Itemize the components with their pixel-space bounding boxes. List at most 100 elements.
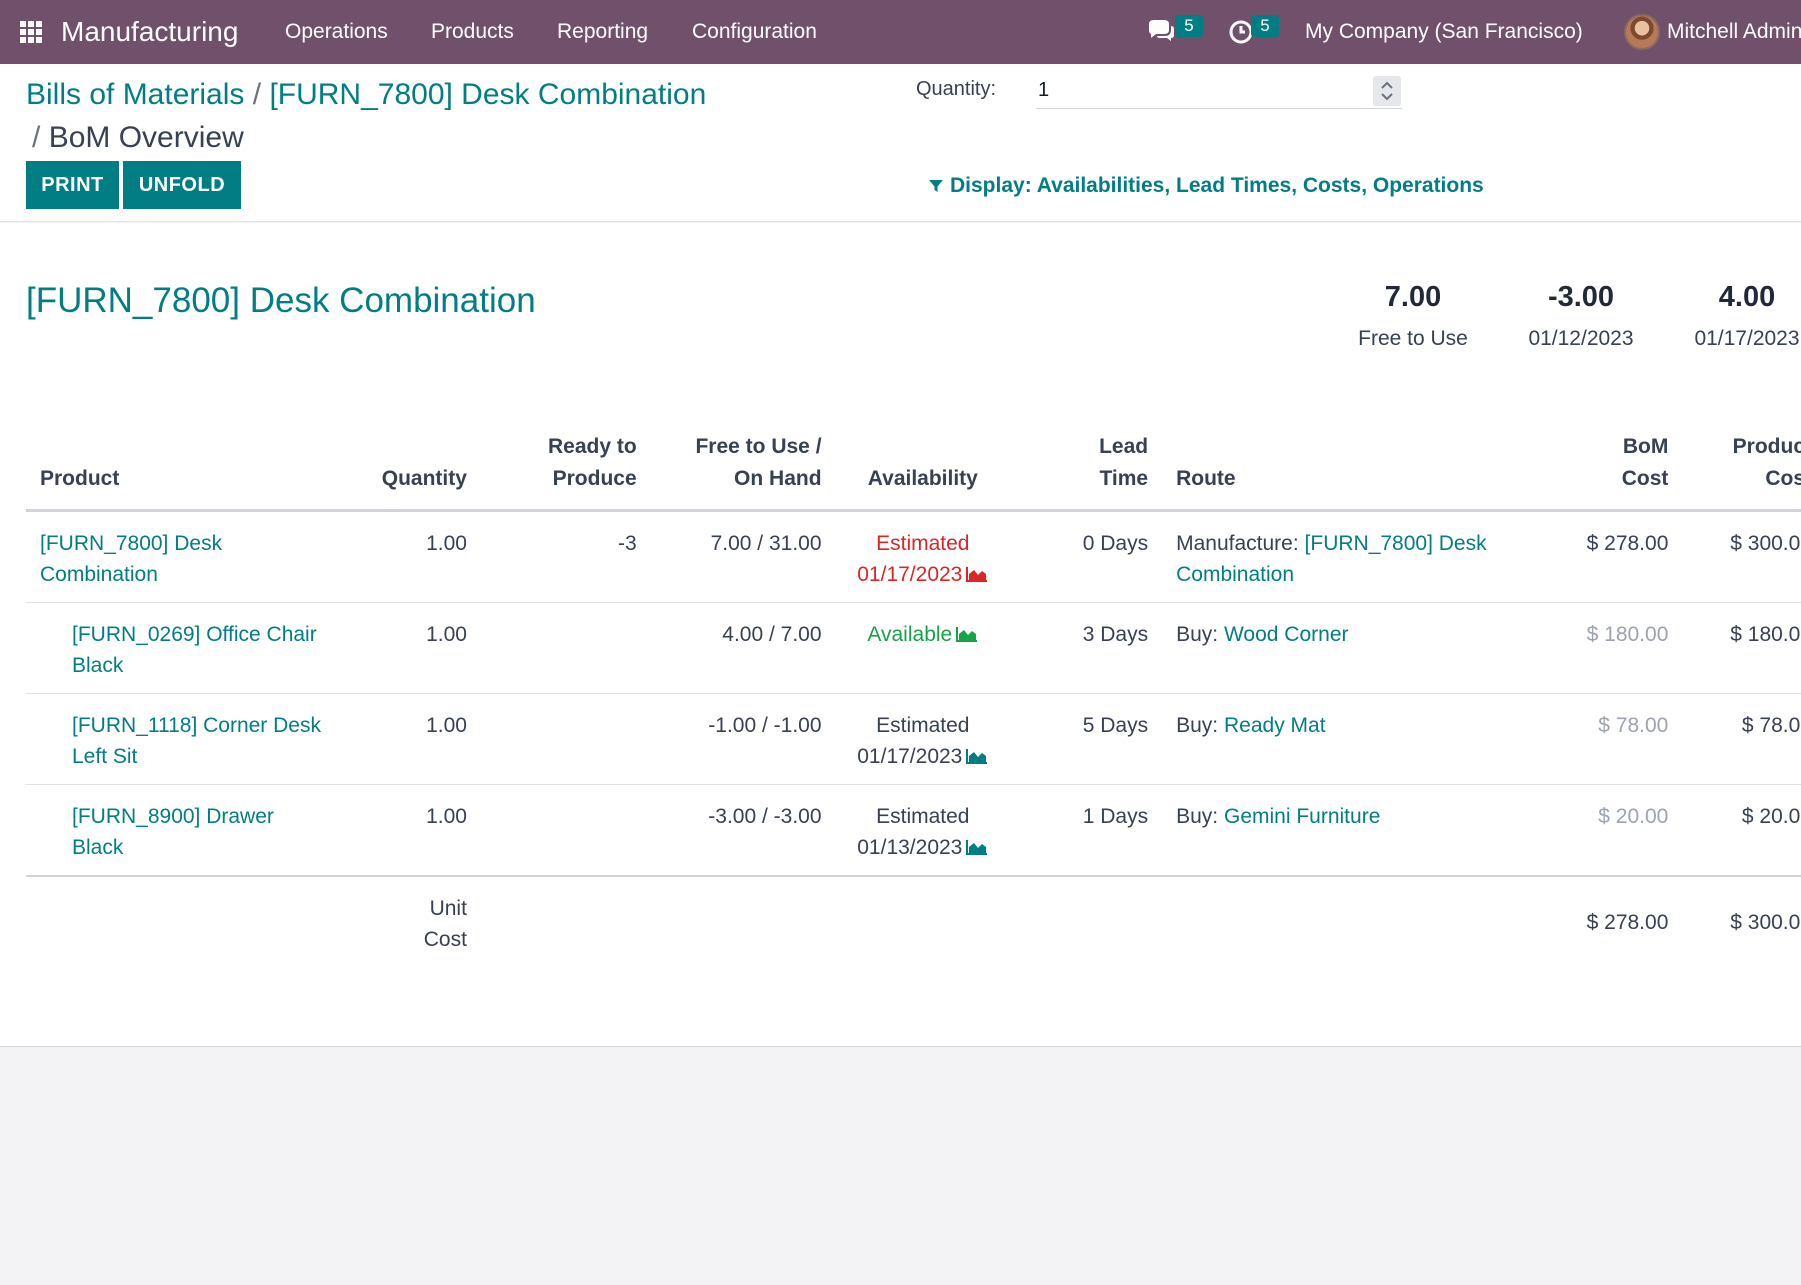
row-route: Buy: Ready Mat (1162, 693, 1532, 785)
route-link[interactable]: Ready Mat (1223, 714, 1326, 737)
row-route: Manufacture: [FURN_7800] Desk Combinatio… (1162, 510, 1532, 603)
row-ready-to-produce (480, 602, 651, 694)
header-route: Route (1162, 421, 1532, 512)
table-row: [FURN_8900] Drawer Black 1.00 -3.00 / -3… (26, 784, 1801, 877)
breadcrumb-product[interactable]: [FURN_7800] Desk Combination (269, 78, 707, 111)
table-row: [FURN_7800] Desk Combination 1.00 -3 7.0… (26, 510, 1801, 603)
area-chart-icon[interactable] (966, 839, 988, 855)
quantity-input[interactable] (1036, 73, 1402, 109)
row-ready-to-produce (480, 784, 651, 877)
bom-table: Product Quantity Ready to Produce Free to… (26, 421, 1801, 967)
row-lead-time: 5 Days (1010, 693, 1163, 785)
top-navbar: Manufacturing Operations Products Report… (0, 0, 1801, 64)
product-link[interactable]: [FURN_7800] Desk Combination (40, 532, 223, 586)
menu-configuration[interactable]: Configuration (692, 20, 817, 43)
display-filter-dropdown[interactable]: Display: Availabilities, Lead Times, Cos… (928, 174, 1484, 198)
header-lead-time: Lead Time (1010, 421, 1163, 512)
row-free-on-hand: -1.00 / -1.00 (650, 693, 836, 785)
table-header-row: Product Quantity Ready to Produce Free to… (26, 421, 1801, 512)
header-ready-to-produce: Ready to Produce (480, 421, 651, 512)
row-lead-time: 0 Days (1010, 510, 1163, 603)
table-row: [FURN_1118] Corner Desk Left Sit 1.00 -1… (26, 693, 1801, 785)
product-link[interactable]: [FURN_0269] Office Chair Black (72, 623, 317, 677)
route-link[interactable]: [FURN_7800] Desk Combination (1176, 532, 1487, 586)
summary-forecast-value: -3.00 (1547, 281, 1615, 313)
row-product-cost: $ 20.00 (1682, 784, 1801, 877)
total-product-cost: $ 300.00 (1682, 875, 1801, 967)
breadcrumb: Bills of Materials / [FURN_7800] Desk Co… (26, 78, 706, 112)
activities-badge: 5 (1251, 15, 1279, 37)
row-ready-to-produce: -3 (480, 510, 651, 603)
summary-forecast-date: 01/12/2023 (1528, 327, 1634, 350)
breadcrumb-separator: / (252, 78, 262, 111)
summary-free-to-use-value: 7.00 (1384, 281, 1442, 313)
app-name[interactable]: Manufacturing (61, 16, 239, 47)
unit-cost-label: Unit Cost (336, 875, 481, 967)
row-quantity: 1.00 (336, 784, 481, 877)
funnel-icon (929, 180, 943, 192)
product-link[interactable]: [FURN_1118] Corner Desk Left Sit (72, 714, 321, 768)
avatar[interactable] (1624, 14, 1660, 50)
row-availability: Estimated 01/17/2023 (835, 510, 1011, 603)
summary-free-to-use-label: Free to Use (1358, 327, 1468, 350)
unfold-button[interactable]: UNFOLD (123, 161, 241, 209)
breadcrumb-current: BoM Overview (48, 121, 244, 154)
header-quantity: Quantity (336, 421, 481, 512)
print-button[interactable]: PRINT (26, 161, 119, 209)
area-chart-icon[interactable] (966, 566, 988, 582)
row-lead-time: 3 Days (1010, 602, 1163, 694)
user-menu[interactable]: Mitchell Admin (1667, 20, 1801, 43)
row-bom-cost: $ 278.00 (1531, 510, 1683, 603)
menu-reporting[interactable]: Reporting (557, 20, 649, 43)
summary-forecast-date: 01/17/2023 (1694, 327, 1800, 350)
header-product-cost: ProductCost (1682, 421, 1801, 512)
row-availability: Estimated 01/17/2023 (835, 693, 1011, 785)
row-free-on-hand: 7.00 / 31.00 (650, 510, 836, 603)
menu-operations[interactable]: Operations (285, 20, 388, 43)
route-link[interactable]: Wood Corner (1223, 623, 1349, 646)
messages-badge: 5 (1175, 15, 1203, 37)
header-bom-cost: BoM Cost (1531, 421, 1683, 512)
area-chart-icon[interactable] (956, 626, 978, 642)
row-availability: Available (835, 602, 1011, 694)
row-free-on-hand: 4.00 / 7.00 (650, 602, 836, 694)
header-product: Product (26, 421, 337, 512)
row-bom-cost: $ 20.00 (1531, 784, 1683, 877)
company-switcher[interactable]: My Company (San Francisco) (1305, 20, 1583, 43)
chat-icon[interactable] (1146, 16, 1176, 46)
total-bom-cost: $ 278.00 (1531, 875, 1683, 967)
row-bom-cost: $ 78.00 (1531, 693, 1683, 785)
table-row: [FURN_0269] Office Chair Black 1.00 4.00… (26, 602, 1801, 694)
header-free-on-hand: Free to Use / On Hand (650, 421, 836, 512)
apps-grid-icon[interactable] (20, 21, 42, 43)
display-filter-label: Display: Availabilities, Lead Times, Cos… (950, 174, 1484, 197)
control-panel: Bills of Materials / [FURN_7800] Desk Co… (0, 64, 1801, 222)
breadcrumb-current-line: / BoM Overview (32, 121, 244, 155)
bom-overview-report: [FURN_7800] Desk Combination 7.00 Free t… (0, 223, 1801, 1047)
breadcrumb-separator: / (32, 121, 41, 154)
breadcrumb-bills-of-materials[interactable]: Bills of Materials (26, 78, 245, 111)
row-quantity: 1.00 (336, 510, 481, 603)
menu-products[interactable]: Products (431, 20, 514, 43)
product-title[interactable]: [FURN_7800] Desk Combination (26, 281, 536, 320)
quantity-label: Quantity: (916, 78, 997, 100)
row-product-cost: $ 300.00 (1682, 510, 1801, 603)
header-availability: Availability (835, 421, 1011, 512)
row-route: Buy: Gemini Furniture (1162, 784, 1532, 877)
row-route: Buy: Wood Corner (1162, 602, 1532, 694)
summary-forecast-value: 4.00 (1718, 281, 1776, 313)
quantity-stepper[interactable] (1373, 76, 1401, 106)
row-product-cost: $ 78.00 (1682, 693, 1801, 785)
row-bom-cost: $ 180.00 (1531, 602, 1683, 694)
product-link[interactable]: [FURN_8900] Drawer Black (72, 805, 274, 859)
chevron-down-icon (1381, 93, 1393, 101)
row-product-cost: $ 180.00 (1682, 602, 1801, 694)
row-ready-to-produce (480, 693, 651, 785)
area-chart-icon[interactable] (966, 748, 988, 764)
row-availability: Estimated 01/13/2023 (835, 784, 1011, 877)
row-quantity: 1.00 (336, 602, 481, 694)
route-link[interactable]: Gemini Furniture (1223, 805, 1381, 828)
row-lead-time: 1 Days (1010, 784, 1163, 877)
row-quantity: 1.00 (336, 693, 481, 785)
